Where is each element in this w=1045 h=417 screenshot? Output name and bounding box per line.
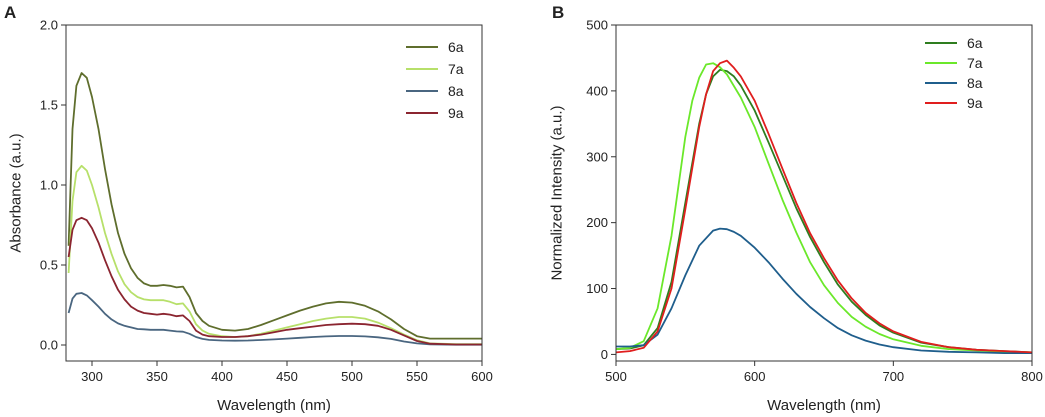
series-line-7a-a	[67, 164, 482, 346]
legend-a: 6a 7a 8a 9a	[406, 39, 464, 121]
panel-letter-a: A	[4, 3, 16, 22]
x-tick-label-b: 600	[744, 369, 766, 384]
y-tick-label-b: 0	[601, 347, 608, 362]
x-axis-label-a: Wavelength (nm)	[217, 397, 331, 414]
y-tick-label-b: 300	[586, 149, 608, 164]
x-axis-label-b: Wavelength (nm)	[767, 397, 881, 414]
x-tick-label-a: 300	[81, 369, 103, 384]
legend-label-7a-a: 7a	[448, 61, 464, 77]
series-line-8a-b	[616, 227, 1032, 355]
series-line-7a-b	[616, 62, 1032, 354]
x-tick-label-a: 500	[341, 369, 363, 384]
x-tick-label-a: 550	[406, 369, 428, 384]
y-tick-label-b: 100	[586, 281, 608, 296]
series-line-9a-a	[67, 216, 482, 346]
y-tick-label-b: 200	[586, 215, 608, 230]
x-tick-label-b: 800	[1021, 369, 1043, 384]
x-tick-label-b: 700	[882, 369, 904, 384]
chart-panel-b: 500 600 700 800 0 100 200 300 400 500 Wavelength (…	[549, 3, 1043, 414]
chart-panel-a: 300 350 400 450 500 550 600 0.0 0.5 1.0 1.5 2.0 Wave…	[4, 3, 493, 414]
plot-frame-a	[65, 24, 483, 362]
legend-label-9a-b: 9a	[967, 95, 983, 111]
y-axis-label-b: Normalized Intensity (a.u.)	[549, 105, 566, 280]
legend-label-8a-a: 8a	[448, 83, 464, 99]
series-line-6a-b	[616, 68, 1032, 354]
legend-b: 6a 7a 8a 9a	[925, 35, 983, 111]
series-line-9a-b	[616, 59, 1032, 354]
y-tick-label-b: 500	[586, 18, 608, 33]
x-tick-label-a: 600	[471, 369, 493, 384]
panel-letter-b: B	[552, 3, 564, 22]
x-tick-label-a: 350	[146, 369, 168, 384]
legend-label-8a-b: 8a	[967, 75, 983, 91]
y-axis-label-a: Absorbance (a.u.)	[8, 133, 25, 252]
x-tick-label-a: 400	[211, 369, 233, 384]
y-tick-label-a: 1.0	[40, 178, 58, 193]
legend-label-9a-a: 9a	[448, 105, 464, 121]
x-tick-label-a: 450	[276, 369, 298, 384]
x-tick-label-b: 500	[605, 369, 627, 384]
legend-label-6a-a: 6a	[448, 39, 464, 55]
y-tick-label-a: 0.5	[40, 258, 58, 273]
legend-label-7a-b: 7a	[967, 55, 983, 71]
y-tick-label-b: 400	[586, 83, 608, 98]
y-tick-label-a: 2.0	[40, 18, 58, 33]
series-line-8a-a	[67, 292, 482, 346]
y-tick-label-a: 0.0	[40, 338, 58, 353]
y-tick-label-a: 1.5	[40, 98, 58, 113]
series-line-6a-a	[67, 72, 482, 340]
plot-frame-b	[615, 24, 1033, 362]
legend-label-6a-b: 6a	[967, 35, 983, 51]
